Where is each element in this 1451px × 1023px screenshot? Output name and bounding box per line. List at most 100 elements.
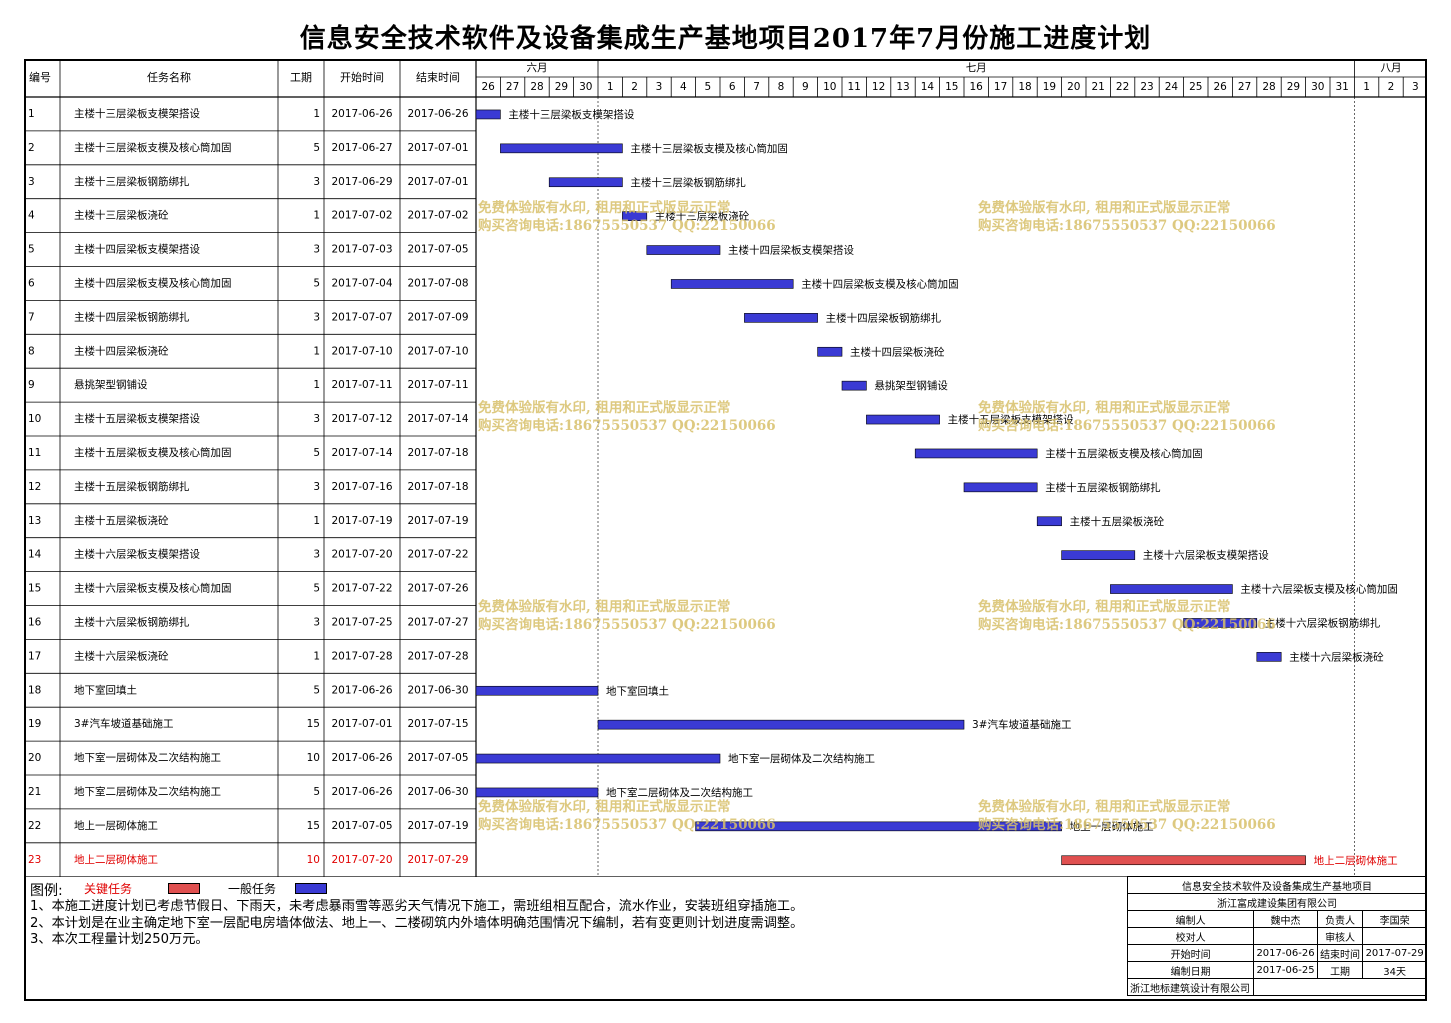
task-bar-label: 地下室二层砌体及二次结构施工	[606, 786, 753, 799]
task-bar	[475, 753, 721, 764]
chart-frame	[24, 59, 1427, 1001]
day-header: 29	[555, 81, 568, 93]
column-header-no: 编号	[29, 70, 51, 84]
day-header: 12	[872, 81, 885, 93]
task-name: 主楼十五层梁板支模架搭设	[74, 412, 200, 425]
task-duration: 10	[307, 854, 320, 866]
task-name: 主楼十五层梁板浇砼	[74, 514, 169, 527]
day-header: 1	[607, 81, 614, 93]
task-bar-label: 主楼十五层梁板支模架搭设	[948, 413, 1074, 426]
day-header: 5	[704, 81, 711, 93]
task-bar	[622, 211, 648, 221]
info-period: 34天	[1362, 961, 1427, 979]
task-start: 2017-06-29	[331, 176, 392, 188]
task-bar	[475, 109, 501, 120]
task-bar	[500, 143, 623, 154]
task-number: 19	[28, 718, 41, 730]
legend-normal-label: 一般任务	[228, 882, 277, 896]
task-end: 2017-06-30	[407, 684, 468, 696]
task-end: 2017-07-19	[407, 820, 468, 832]
info-editor: 魏中杰	[1253, 910, 1318, 928]
day-header: 8	[778, 81, 785, 93]
task-end: 2017-06-30	[407, 786, 468, 798]
task-end: 2017-07-11	[407, 379, 468, 391]
note-item: 3、本次工程量计划250万元。	[30, 932, 209, 947]
task-start: 2017-07-01	[331, 718, 392, 730]
task-number: 23	[28, 854, 41, 866]
task-name: 主楼十五层梁板支模及核心筒加固	[74, 446, 232, 459]
day-header: 3	[1412, 81, 1419, 93]
day-header: 11	[848, 81, 861, 93]
task-number: 9	[28, 379, 35, 391]
task-number: 7	[28, 311, 35, 323]
task-bar-label: 地上一层砌体施工	[1070, 820, 1154, 833]
task-end: 2017-07-15	[407, 718, 468, 730]
task-duration: 3	[313, 244, 320, 256]
task-duration: 3	[313, 616, 320, 628]
task-number: 16	[28, 616, 42, 628]
day-header: 13	[896, 81, 909, 93]
day-header: 17	[994, 81, 1007, 93]
task-bar-label: 主楼十四层梁板支模及核心筒加固	[801, 277, 959, 290]
task-start: 2017-07-02	[331, 210, 392, 222]
task-end: 2017-07-27	[407, 616, 468, 628]
task-start: 2017-07-16	[331, 481, 392, 493]
task-name: 主楼十三层梁板支模架搭设	[74, 107, 200, 120]
task-bar-label: 主楼十三层梁板钢筋绑扎	[630, 176, 746, 189]
column-header-name: 任务名称	[147, 70, 191, 84]
task-name: 主楼十四层梁板钢筋绑扎	[74, 310, 190, 323]
day-header: 4	[680, 81, 687, 93]
day-header: 30	[579, 81, 592, 93]
task-name: 悬挑架型钢铺设	[74, 378, 148, 391]
task-end: 2017-07-01	[407, 176, 468, 188]
day-header: 2	[631, 81, 638, 93]
task-start: 2017-07-04	[331, 277, 392, 289]
day-header: 27	[506, 81, 519, 93]
info-editor-label: 编制人	[1126, 910, 1255, 928]
task-bar	[1110, 584, 1233, 594]
column-header-start: 开始时间	[340, 70, 384, 84]
task-bar	[646, 245, 721, 255]
day-header: 2	[1388, 81, 1395, 93]
task-duration: 5	[313, 583, 320, 595]
info-end-label: 结束时间	[1316, 944, 1364, 962]
task-name: 主楼十三层梁板钢筋绑扎	[74, 175, 190, 188]
task-start: 2017-07-20	[331, 549, 392, 561]
day-header: 14	[921, 81, 935, 93]
task-end: 2017-07-01	[407, 142, 468, 154]
task-bar-label: 主楼十三层梁板支模及核心筒加固	[630, 142, 788, 155]
day-header: 28	[530, 81, 543, 93]
info-project: 信息安全技术软件及设备集成生产基地项目	[1127, 876, 1427, 894]
task-bar	[817, 346, 843, 357]
day-header: 30	[1311, 81, 1324, 93]
day-header: 1	[1363, 81, 1370, 93]
task-end: 2017-07-14	[407, 413, 468, 425]
task-start: 2017-07-05	[331, 820, 392, 832]
task-duration: 1	[313, 650, 320, 662]
task-bar-label: 主楼十三层梁板支模架搭设	[508, 108, 634, 121]
task-start: 2017-06-26	[331, 108, 392, 120]
task-bar	[1036, 516, 1062, 527]
task-bar	[1256, 652, 1282, 662]
task-end: 2017-07-05	[407, 244, 468, 256]
task-number: 8	[28, 345, 35, 357]
column-header-duration: 工期	[290, 71, 312, 84]
task-duration: 3	[313, 549, 320, 561]
task-bar-label: 地下室回填土	[606, 684, 669, 697]
task-name: 主楼十五层梁板钢筋绑扎	[74, 480, 190, 493]
task-duration: 3	[313, 413, 320, 425]
task-duration: 15	[307, 718, 320, 730]
task-bar-label: 悬挑架型钢铺设	[874, 379, 948, 392]
task-end: 2017-07-22	[407, 549, 468, 561]
day-header: 23	[1140, 81, 1153, 93]
task-duration: 1	[313, 108, 320, 120]
task-start: 2017-06-26	[331, 786, 392, 798]
task-duration: 5	[313, 786, 320, 798]
task-name: 主楼十三层梁板支模及核心筒加固	[74, 141, 232, 154]
month-header: 八月	[1381, 62, 1402, 74]
info-table: 信息安全技术软件及设备集成生产基地项目 浙江富成建设集团有限公司 编制人 魏中杰…	[1126, 876, 1427, 996]
task-end: 2017-07-05	[407, 752, 468, 764]
task-bar-label: 主楼十六层梁板支模架搭设	[1143, 549, 1269, 562]
task-duration: 3	[313, 176, 320, 188]
